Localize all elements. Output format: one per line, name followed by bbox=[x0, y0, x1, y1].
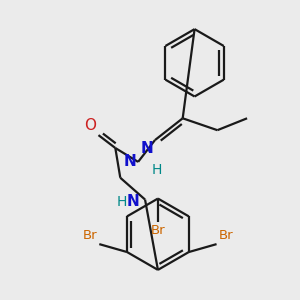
Text: Br: Br bbox=[83, 229, 97, 242]
Text: H: H bbox=[152, 163, 162, 177]
Text: Br: Br bbox=[151, 224, 165, 237]
Text: N: N bbox=[126, 194, 139, 209]
Text: H: H bbox=[117, 194, 127, 208]
Text: Br: Br bbox=[218, 229, 233, 242]
Text: N: N bbox=[123, 154, 136, 169]
Text: N: N bbox=[140, 141, 153, 156]
Text: O: O bbox=[85, 118, 97, 133]
